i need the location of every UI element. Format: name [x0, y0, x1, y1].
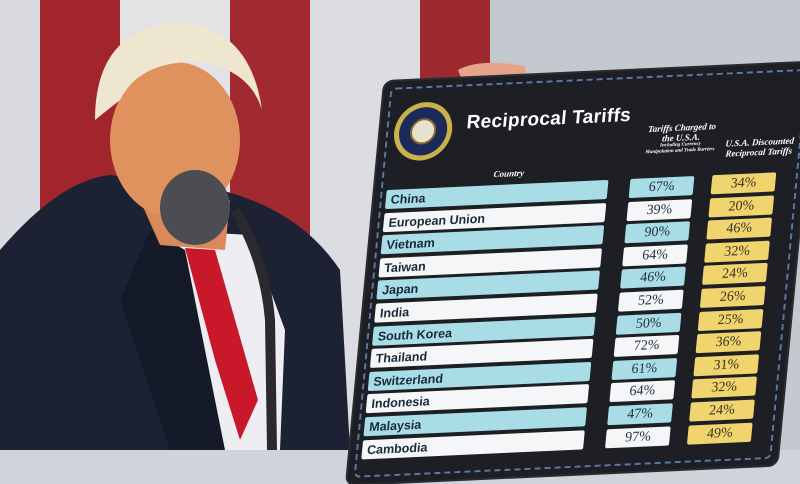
header-charged: Tariffs Charged to the U.S.A. Including …	[645, 121, 718, 156]
speaker-figure	[0, 22, 526, 450]
tariff-board: Reciprocal Tariffs Country Tariffs Charg…	[346, 62, 800, 484]
discounted-cell: 26%	[699, 285, 766, 308]
discounted-cell: 49%	[686, 422, 753, 445]
discounted-cell: 24%	[689, 399, 755, 422]
discounted-cell: 36%	[695, 331, 762, 354]
charged-cell: 64%	[622, 244, 688, 267]
charged-cell: 50%	[615, 312, 682, 335]
header-charged-title: Tariffs Charged to the U.S.A.	[647, 121, 717, 144]
charged-cell: 61%	[611, 357, 678, 380]
header-country: Country	[493, 167, 525, 180]
charged-cell: 64%	[609, 380, 676, 403]
microphone-stand	[230, 207, 277, 450]
charged-cell: 39%	[626, 198, 693, 221]
discounted-cell: 24%	[701, 263, 768, 286]
discounted-cell: 32%	[691, 376, 757, 399]
discounted-cell: 25%	[697, 308, 764, 331]
charged-cell: 47%	[607, 403, 673, 426]
charged-cell: 90%	[624, 221, 691, 244]
tie	[185, 248, 258, 440]
charged-cell: 67%	[628, 176, 695, 199]
charged-cell: 52%	[617, 289, 684, 312]
tariff-table: China 67% 34% European Union 39% 20% Vietnam 90…	[361, 171, 800, 463]
lapel	[120, 230, 225, 450]
charged-cell: 46%	[620, 266, 686, 289]
charged-cell: 72%	[613, 335, 680, 358]
hair	[95, 22, 262, 120]
discounted-cell: 31%	[693, 354, 760, 377]
charged-cell: 97%	[605, 425, 671, 448]
discounted-cell: 46%	[706, 217, 773, 240]
header-discounted: U.S.A. Discounted Reciprocal Tariffs	[725, 135, 795, 159]
discounted-cell: 20%	[708, 195, 775, 218]
discounted-cell: 32%	[704, 240, 770, 263]
discounted-cell: 34%	[710, 172, 777, 195]
microphone-icon	[160, 170, 230, 245]
